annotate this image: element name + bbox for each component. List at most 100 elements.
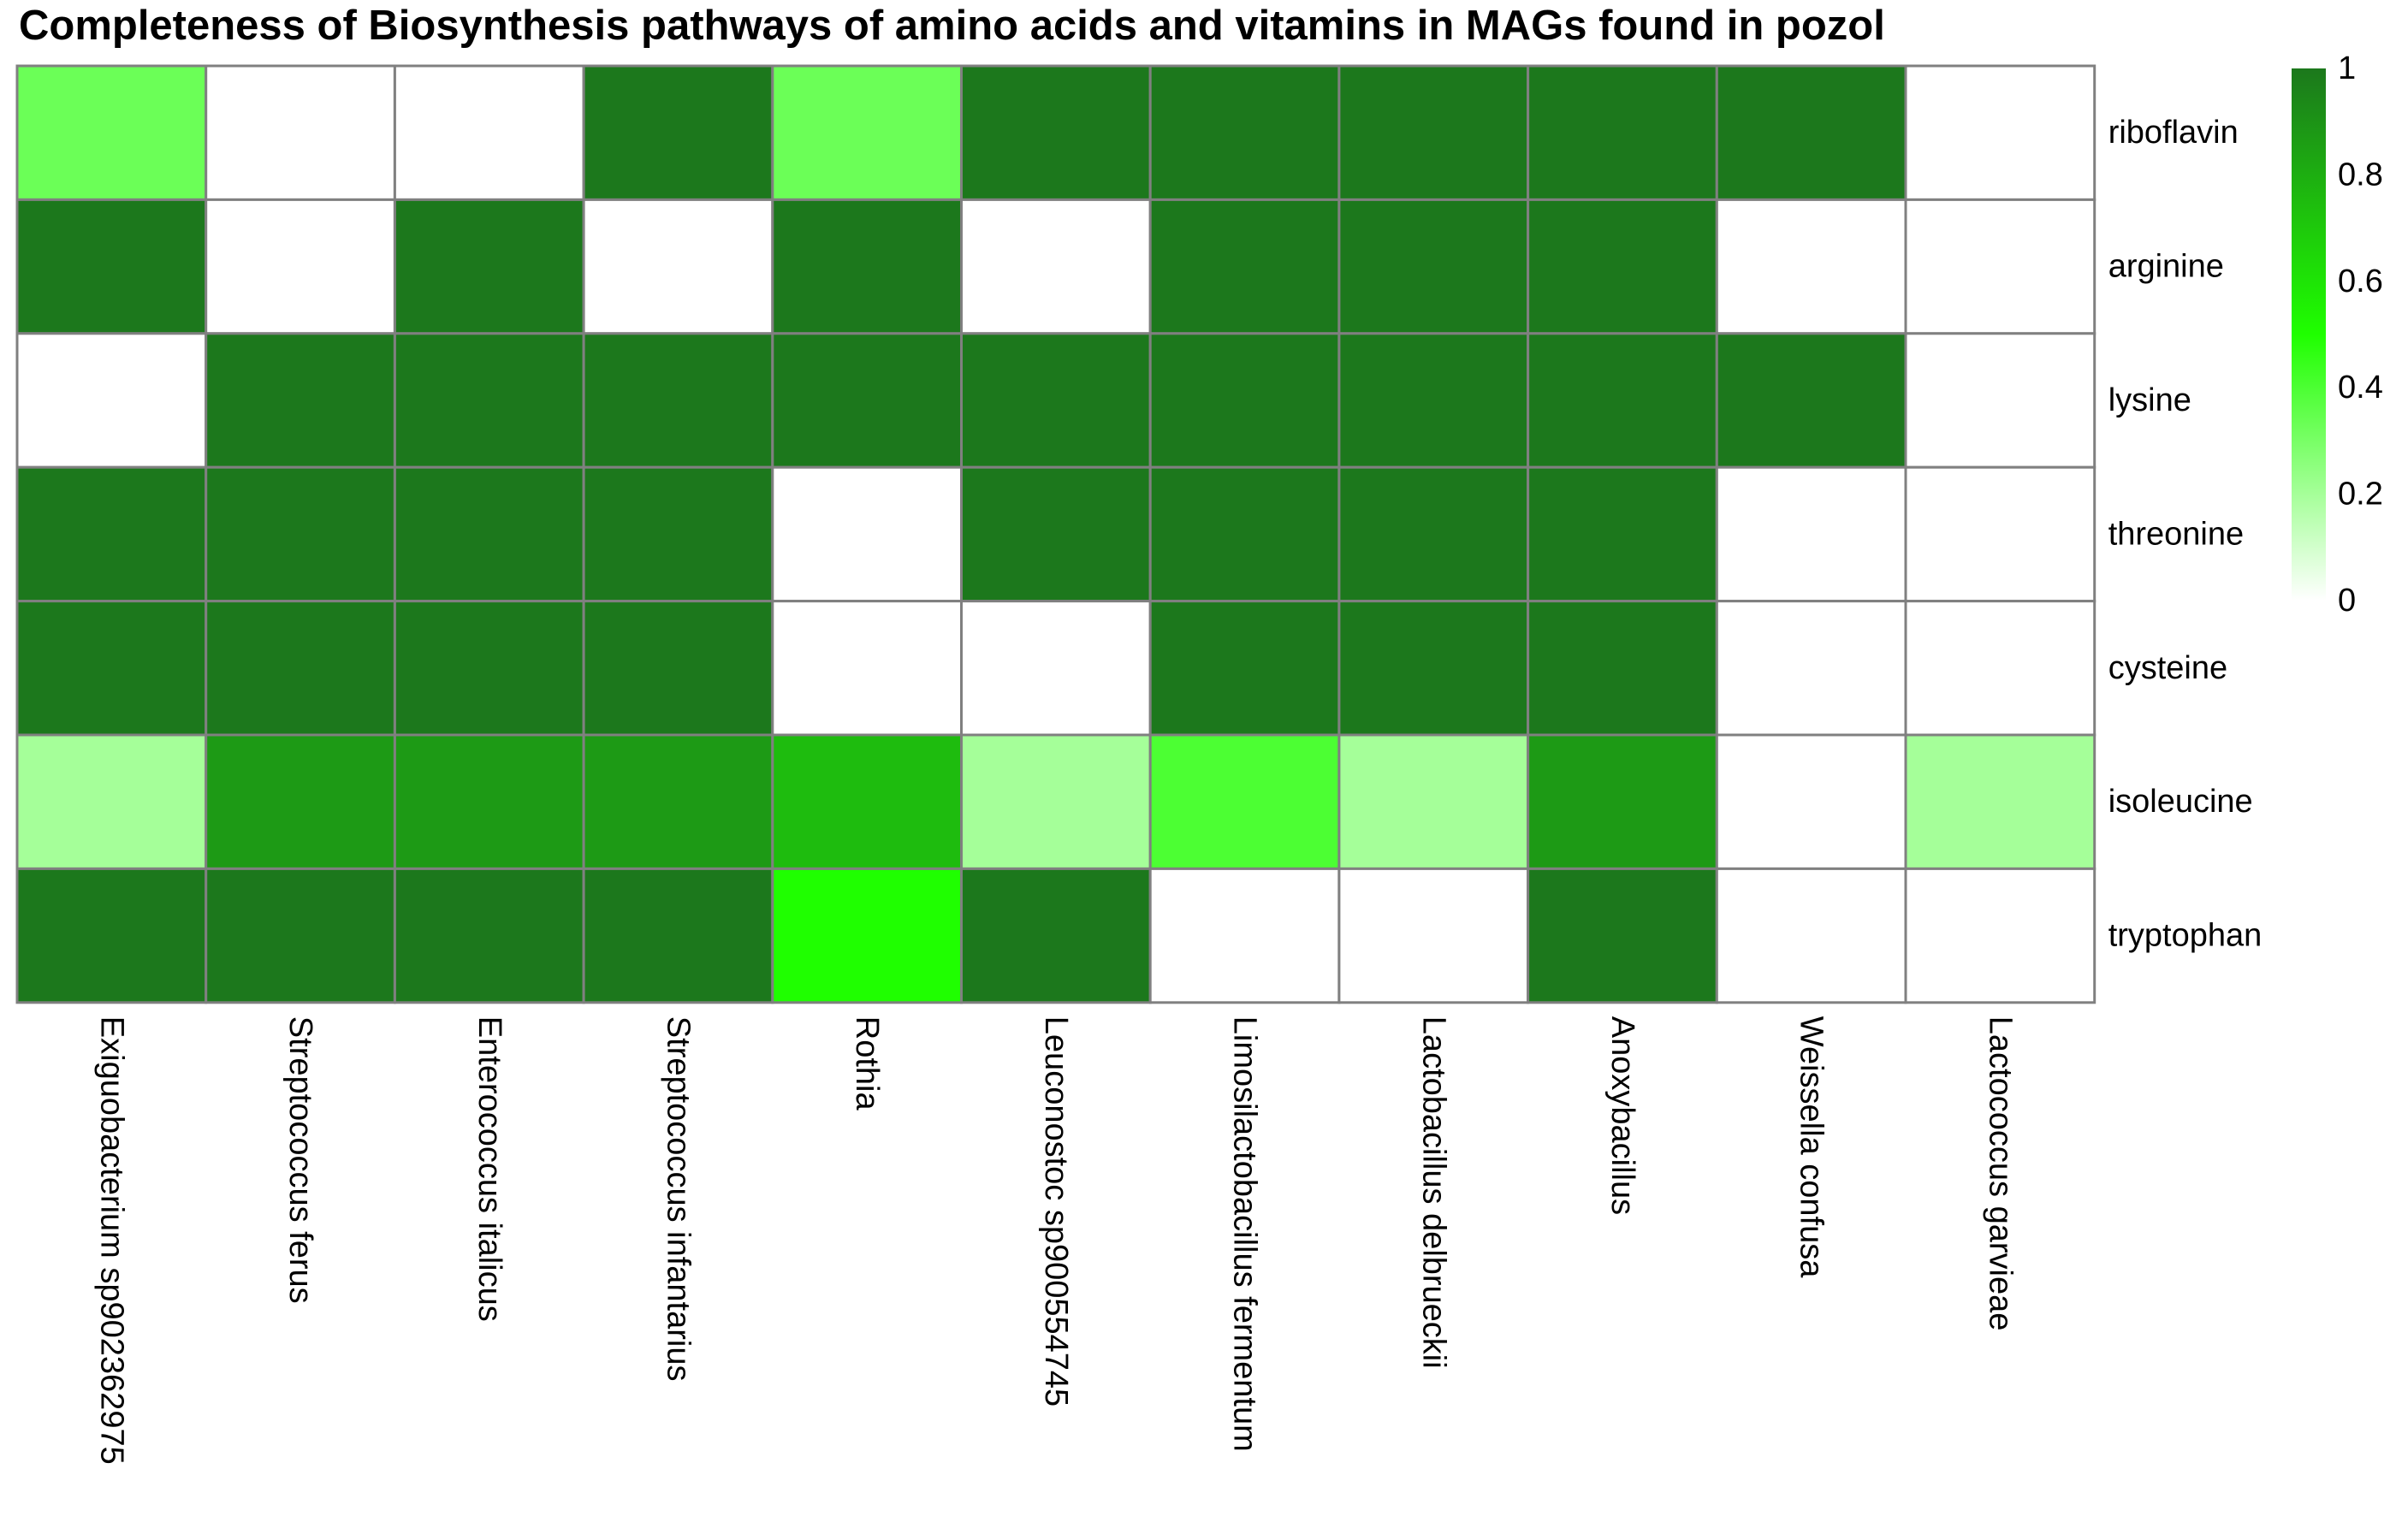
heatmap-cell — [1148, 198, 1341, 335]
heatmap-cell — [205, 465, 396, 603]
heatmap-cell — [1527, 332, 1718, 469]
legend-tick-label: 0.4 — [2338, 370, 2383, 406]
heatmap-cell — [1337, 600, 1530, 737]
heatmap-cell — [393, 600, 585, 737]
heatmap-cell — [1715, 332, 1907, 469]
heatmap-cell — [1527, 600, 1718, 737]
column-label: Enterococcus italicus — [471, 1016, 507, 1322]
heatmap-cell — [1904, 465, 2096, 603]
heatmap-cell — [15, 198, 208, 335]
column-label: Lactobacillus delbrueckii — [1415, 1016, 1451, 1369]
heatmap-cell — [205, 64, 396, 201]
heatmap-cell — [1715, 198, 1907, 335]
heatmap-cell — [1904, 733, 2096, 870]
row-label: isoleucine — [2108, 784, 2253, 820]
heatmap-cell — [1337, 332, 1530, 469]
heatmap-cell — [1527, 64, 1718, 201]
heatmap-cell — [960, 64, 1152, 201]
heatmap-cell — [1148, 733, 1341, 870]
heatmap-cell — [1715, 64, 1907, 201]
heatmap-cell — [205, 733, 396, 870]
legend-color-bar — [2292, 68, 2326, 601]
heatmap-cell — [1527, 198, 1718, 335]
heatmap-cell — [960, 332, 1152, 469]
row-labels: riboflavin arginine lysine threonine cystein… — [2108, 115, 2263, 953]
heatmap-cell — [1337, 198, 1530, 335]
heatmap-cell — [393, 198, 585, 335]
heatmap-cell — [1715, 867, 1907, 1004]
heatmap-cell — [205, 332, 396, 469]
column-label: Exiguobacterium sp902362975 — [93, 1016, 129, 1465]
heatmap-cell — [393, 733, 585, 870]
heatmap-cell — [205, 867, 396, 1004]
column-label: Weissella confusa — [1794, 1016, 1830, 1278]
heatmap-cell — [1527, 733, 1718, 870]
legend-tick-label: 0.2 — [2338, 477, 2383, 512]
heatmap-cell — [1904, 64, 2096, 201]
chart-title: Completeness of Biosynthesis pathways of… — [19, 3, 1885, 49]
heatmap-cell — [205, 198, 396, 335]
heatmap-cell — [771, 600, 963, 737]
legend-tick-label: 0.6 — [2338, 264, 2383, 299]
heatmap-cell — [393, 332, 585, 469]
heatmap-cell — [15, 332, 208, 469]
heatmap-cell — [393, 64, 585, 201]
column-label: Lactococcus garvieae — [1982, 1016, 2018, 1331]
column-label: Limosilactobacillus fermentum — [1227, 1016, 1263, 1452]
heatmap-cell — [771, 465, 963, 603]
heatmap-cell — [582, 332, 774, 469]
legend-tick-label: 0.8 — [2338, 157, 2383, 192]
heatmap-cell — [15, 465, 208, 603]
row-label: riboflavin — [2108, 115, 2239, 151]
heatmap-cell — [1148, 600, 1341, 737]
heatmap-cell — [393, 867, 585, 1004]
heatmap-cell — [582, 733, 774, 870]
heatmap-cell — [1148, 332, 1341, 469]
heatmap-cell — [393, 465, 585, 603]
heatmap-cell — [1904, 332, 2096, 469]
row-label: threonine — [2108, 516, 2244, 552]
heatmap-cell — [960, 600, 1152, 737]
heatmap-cell — [1148, 867, 1341, 1004]
heatmap-cell — [1337, 867, 1530, 1004]
row-label: arginine — [2108, 249, 2224, 285]
column-label: Anoxybacillus — [1604, 1016, 1640, 1215]
column-label: Streptococcus infantarius — [660, 1016, 696, 1382]
heatmap-cell — [771, 198, 963, 335]
heatmap-cell — [15, 867, 208, 1004]
column-label: Leuconostoc sp900554745 — [1038, 1016, 1074, 1407]
heatmap-cell — [771, 64, 963, 201]
heatmap-cell — [582, 867, 774, 1004]
heatmap-cell — [1527, 867, 1718, 1004]
heatmap-cell — [205, 600, 396, 737]
heatmap-cell — [15, 600, 208, 737]
column-label: Rothia — [849, 1016, 885, 1111]
heatmap-cell — [1527, 465, 1718, 603]
heatmap-cell — [960, 733, 1152, 870]
heatmap-cell — [1337, 733, 1530, 870]
legend-tick-label: 1 — [2338, 50, 2356, 86]
column-labels: Exiguobacterium sp902362975 Streptococcus… — [93, 1016, 2018, 1465]
heatmap-cell — [15, 733, 208, 870]
heatmap-cell — [960, 465, 1152, 603]
heatmap-cell — [15, 64, 208, 201]
heatmap-cell — [582, 600, 774, 737]
heatmap-cell — [1148, 465, 1341, 603]
heatmap-cell — [582, 64, 774, 201]
legend-tick-label: 0 — [2338, 583, 2356, 619]
heatmap-cell — [1904, 198, 2096, 335]
heatmap-cell — [771, 867, 963, 1004]
heatmap-cell — [771, 733, 963, 870]
heatmap-cell — [1148, 64, 1341, 201]
heatmap-cell — [582, 198, 774, 335]
heatmap-cell — [960, 867, 1152, 1004]
color-legend: 0 0.2 0.4 0.6 0.8 1 — [2292, 50, 2383, 619]
heatmap-cell — [1715, 600, 1907, 737]
heatmap-cell — [1904, 867, 2096, 1004]
heatmap-cell — [1715, 465, 1907, 603]
row-label: lysine — [2108, 382, 2191, 418]
heatmap-cell — [1715, 733, 1907, 870]
row-label: cysteine — [2108, 650, 2227, 686]
heatmap-cell — [1337, 465, 1530, 603]
